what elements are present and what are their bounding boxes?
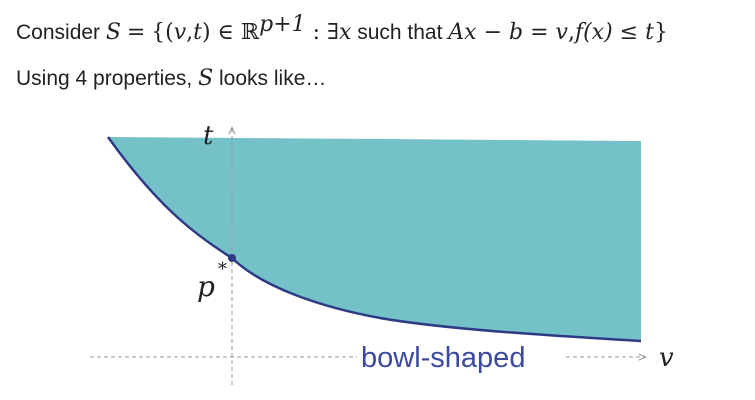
comma-2: , — [567, 20, 575, 45]
optimal-point — [228, 254, 236, 262]
var-v-2: v — [555, 20, 568, 45]
var-x: x — [338, 20, 352, 45]
set-symbol-S: S — [105, 20, 121, 45]
leq-sign: ≤ — [612, 20, 646, 45]
bowl-shaped-caption: bowl-shaped — [361, 342, 525, 374]
comma: , — [186, 20, 194, 45]
var-t: t — [193, 20, 202, 45]
dimension-exponent: p+1 — [259, 12, 306, 37]
equals-sign-2: = — [523, 20, 556, 45]
var-t-2: t — [645, 20, 654, 45]
description-suffix: looks like… — [213, 67, 327, 90]
t-axis-label: t — [203, 121, 214, 151]
set-region — [108, 137, 641, 341]
description-prefix: Using 4 properties, — [16, 67, 199, 90]
colon-exists: : ∃ — [305, 20, 339, 45]
set-symbol-S-2: S — [198, 66, 214, 91]
equals-sign: = — [126, 20, 146, 45]
point-label-sup: * — [218, 259, 227, 280]
such-that-text: such that — [351, 21, 449, 44]
definition-line: Consider S = {(v,t) ∈ ℝp+1 : ∃x such tha… — [16, 12, 668, 45]
function-fx: f(x) — [574, 20, 613, 45]
description-line: Using 4 properties, S looks like… — [16, 66, 326, 91]
point-label: p — [197, 270, 215, 303]
var-v: v — [173, 20, 187, 45]
caption-backdrop — [357, 340, 565, 372]
definition-prefix: Consider — [16, 21, 101, 44]
v-axis-label: v — [659, 343, 674, 373]
set-close: } — [653, 20, 668, 45]
in-reals: ) ∈ ℝ — [201, 20, 260, 45]
boundary-curve — [106, 136, 642, 343]
set-open: {( — [151, 20, 174, 45]
constraint-lhs: Ax − b — [448, 20, 524, 45]
